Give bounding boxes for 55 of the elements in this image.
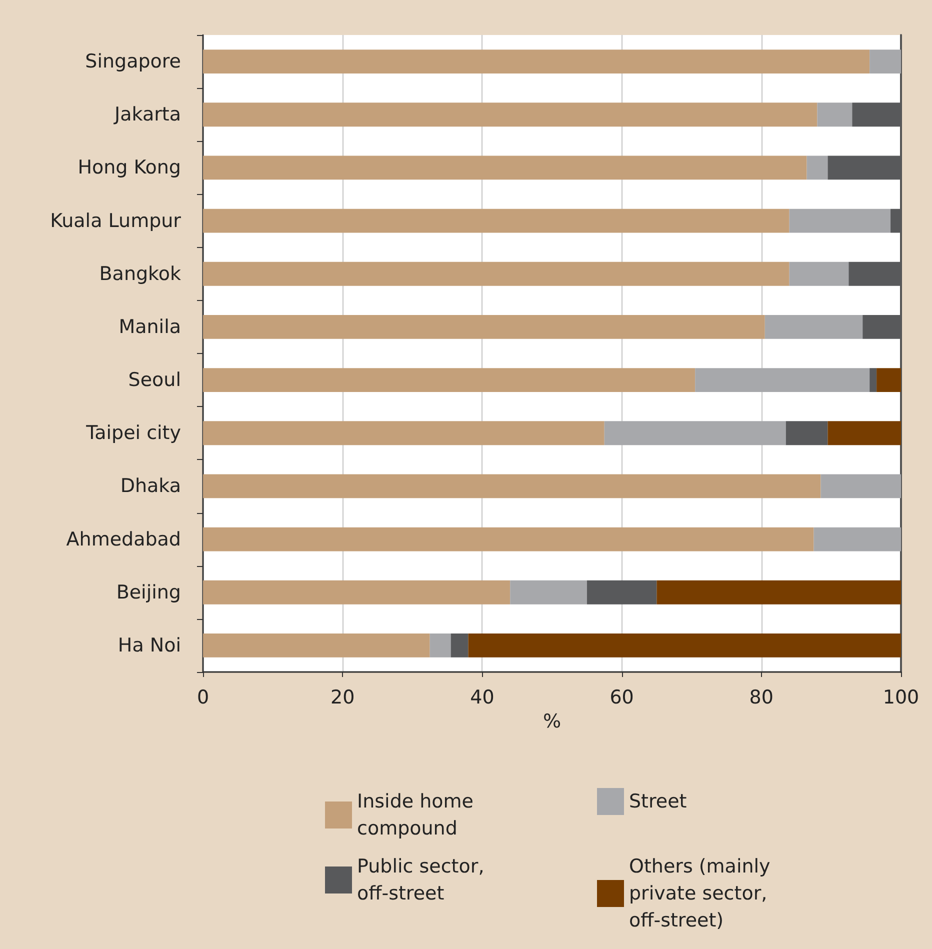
y-tick-label: Singapore (85, 50, 181, 73)
bar (203, 580, 510, 604)
bar (203, 156, 807, 180)
x-tick-label: 0 (196, 686, 210, 708)
y-tick-label: Ha Noi (118, 634, 181, 656)
bar (814, 527, 901, 552)
bar (203, 634, 430, 658)
bar (203, 102, 818, 127)
x-axis-title: % (542, 710, 562, 732)
y-tick-label: Hong Kong (78, 156, 181, 179)
bar (789, 208, 891, 233)
bar (695, 368, 870, 392)
y-tick-label: Beijing (116, 581, 181, 604)
bar (786, 421, 828, 446)
bar (820, 474, 901, 498)
bar (203, 474, 821, 498)
legend-label: Street (629, 790, 687, 812)
y-tick-label: Bangkok (99, 262, 181, 285)
bar (586, 580, 657, 604)
bar (430, 634, 451, 658)
legend-label: Inside home compound (357, 790, 480, 840)
legend-label: Others (mainly private sector, off-street) (629, 856, 776, 932)
bar (450, 634, 468, 658)
y-tick-label: Ahmedabad (66, 528, 181, 550)
x-tick-label: 100 (882, 686, 920, 708)
x-tick-label: 80 (749, 686, 774, 708)
bar (828, 421, 901, 446)
bar (876, 368, 901, 392)
bar (604, 421, 786, 446)
bar (789, 262, 849, 286)
x-tick-label: 40 (470, 686, 494, 708)
bar (203, 368, 696, 392)
y-tick-label: Manila (118, 316, 181, 338)
x-tick-label: 20 (330, 686, 355, 708)
y-tick-label: Dhaka (120, 475, 181, 498)
bar (203, 421, 604, 446)
bar (203, 50, 870, 74)
bar (656, 580, 901, 604)
bar (806, 156, 828, 180)
y-tick-label: Jakarta (114, 104, 181, 126)
bar (203, 315, 765, 339)
bar (870, 50, 901, 74)
bar (203, 262, 790, 286)
y-tick-label: Kuala Lumpur (50, 210, 182, 232)
bar (203, 527, 814, 552)
bar (764, 315, 863, 339)
bar (203, 208, 790, 233)
y-tick-label: Seoul (128, 369, 181, 392)
y-tick-label: Taipei city (85, 422, 181, 444)
bar (468, 634, 901, 658)
x-tick-label: 60 (610, 686, 634, 708)
bar (870, 368, 877, 392)
legend-label: Public sector, off-street (357, 856, 490, 904)
bar (510, 580, 587, 604)
bar (817, 102, 852, 127)
